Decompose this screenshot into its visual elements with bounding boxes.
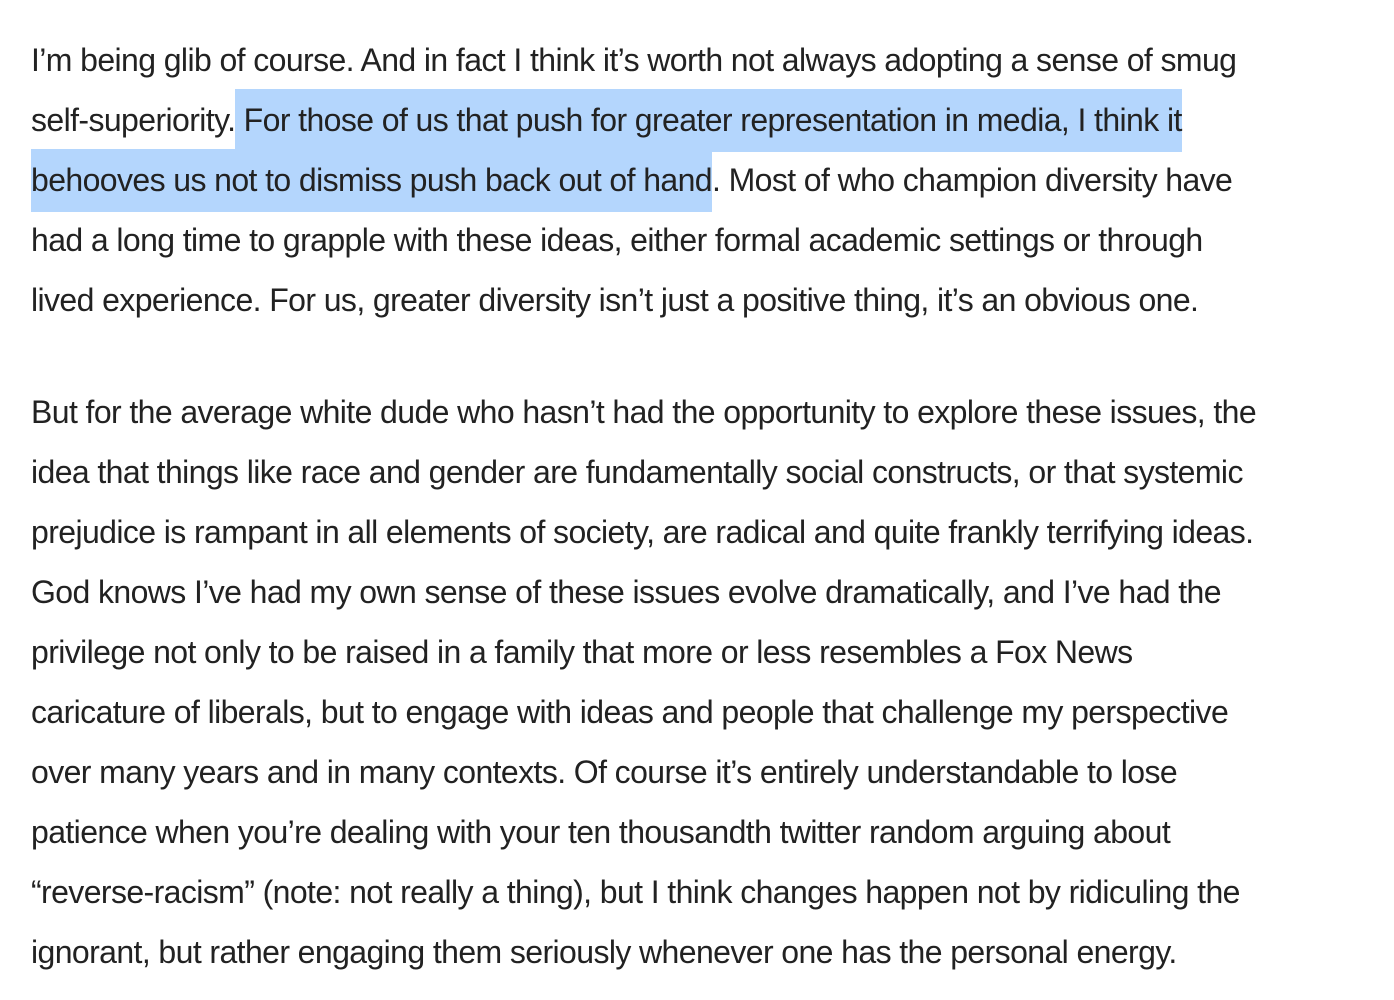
paragraph-1: I’m being glib of course. And in fact I … [31,30,1371,330]
text-line: “reverse-racism” (note: not really a thi… [31,862,1371,922]
text-run: idea that things like race and gender ar… [31,454,1243,490]
text-line: patience when you’re dealing with your t… [31,802,1371,862]
text-run: privilege not only to be raised in a fam… [31,634,1133,670]
text-line: But for the average white dude who hasn’… [31,382,1371,442]
text-line: God knows I’ve had my own sense of these… [31,562,1371,622]
text-run: had a long time to grapple with these id… [31,222,1203,258]
text-run: caricature of liberals, but to engage wi… [31,694,1229,730]
text-run: over many years and in many contexts. Of… [31,754,1178,790]
text-line: had a long time to grapple with these id… [31,210,1371,270]
text-line: caricature of liberals, but to engage wi… [31,682,1371,742]
text-line: prejudice is rampant in all elements of … [31,502,1371,562]
text-run: prejudice is rampant in all elements of … [31,514,1254,550]
text-run: But for the average white dude who hasn’… [31,394,1257,430]
text-run: patience when you’re dealing with your t… [31,814,1171,850]
text-run: . Most of who champion diversity have [711,162,1233,198]
text-line: behooves us not to dismiss push back out… [31,149,1371,212]
paragraph-2: But for the average white dude who hasn’… [31,382,1371,982]
text-run: lived experience. For us, greater divers… [31,282,1199,318]
text-run: I’m being glib of course. And in fact I … [31,42,1237,78]
text-line: idea that things like race and gender ar… [31,442,1371,502]
text-line: self-superiority. For those of us that p… [31,89,1371,152]
text-line: privilege not only to be raised in a fam… [31,622,1371,682]
article-body: I’m being glib of course. And in fact I … [31,30,1371,982]
text-run: God knows I’ve had my own sense of these… [31,574,1222,610]
text-line: over many years and in many contexts. Of… [31,742,1371,802]
text-line: I’m being glib of course. And in fact I … [31,30,1371,90]
text-run: self-superiority. [31,102,236,138]
selected-text[interactable]: behooves us not to dismiss push back out… [31,149,713,212]
text-line: ignorant, but rather engaging them serio… [31,922,1371,982]
text-run: ignorant, but rather engaging them serio… [31,934,1177,970]
selected-text[interactable]: For those of us that push for greater re… [235,89,1182,152]
paragraph-spacer [31,330,1371,382]
text-run: “reverse-racism” (note: not really a thi… [31,874,1240,910]
text-line: lived experience. For us, greater divers… [31,270,1371,330]
